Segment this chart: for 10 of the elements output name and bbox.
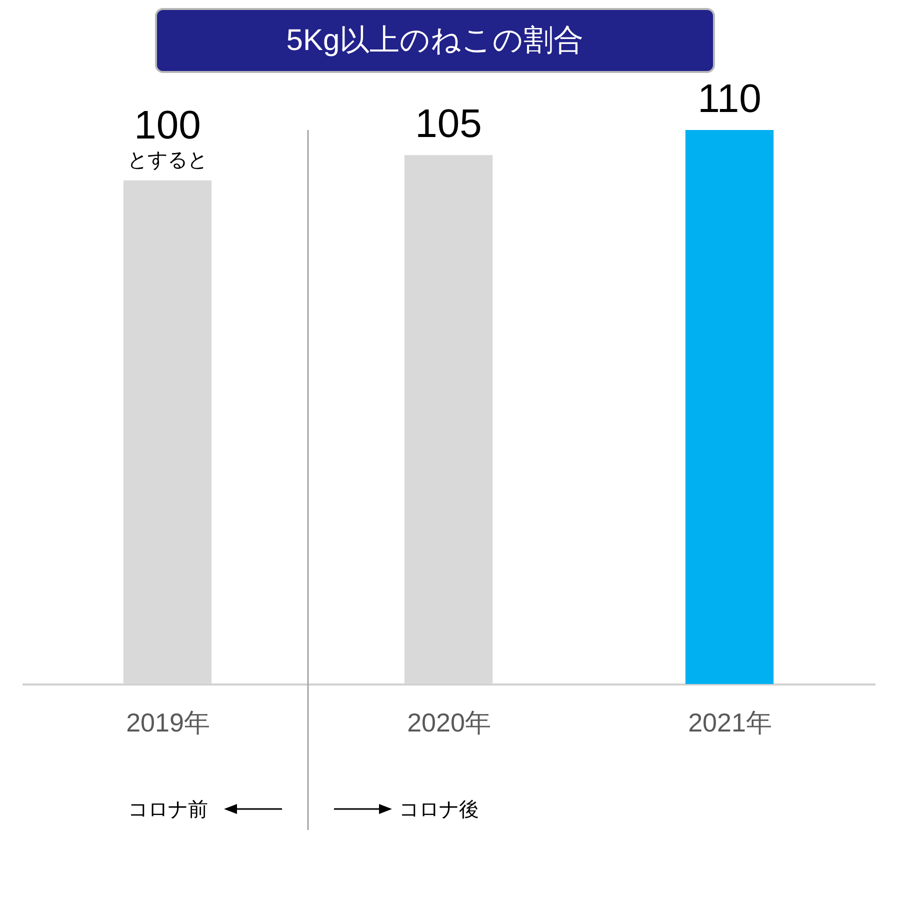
x-tick-label: 2020年 — [407, 708, 491, 738]
x-tick-label: 2019年 — [126, 708, 210, 738]
data-label: 105 — [415, 102, 482, 146]
data-label: 100 — [134, 103, 201, 148]
text: コロナ前 — [128, 799, 208, 821]
data-label: 110 — [698, 77, 762, 121]
chart-title: 5Kg以上のねこの割合 — [286, 23, 584, 59]
x-tick-label: 2021年 — [688, 708, 772, 738]
text: コロナ後 — [399, 799, 479, 821]
annotation: とすると — [128, 149, 208, 172]
